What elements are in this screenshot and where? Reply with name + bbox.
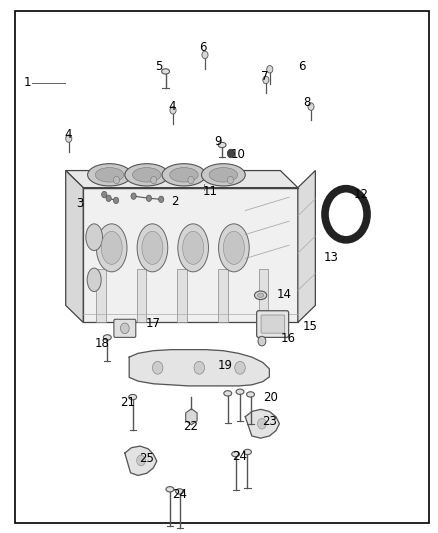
- Circle shape: [308, 103, 314, 110]
- Text: 3: 3: [77, 197, 84, 210]
- Polygon shape: [66, 171, 298, 188]
- Ellipse shape: [129, 394, 137, 400]
- Ellipse shape: [87, 268, 101, 292]
- Circle shape: [202, 51, 208, 59]
- FancyBboxPatch shape: [261, 315, 285, 333]
- FancyBboxPatch shape: [114, 319, 136, 337]
- Polygon shape: [125, 446, 157, 475]
- Text: 25: 25: [139, 452, 154, 465]
- FancyBboxPatch shape: [259, 269, 268, 322]
- Text: 21: 21: [120, 396, 135, 409]
- Circle shape: [113, 176, 120, 184]
- Text: 11: 11: [202, 185, 217, 198]
- Text: 15: 15: [303, 320, 318, 333]
- Text: 5: 5: [155, 60, 163, 72]
- Circle shape: [170, 107, 176, 114]
- Text: 6: 6: [298, 60, 305, 72]
- Text: 2: 2: [171, 195, 178, 208]
- Ellipse shape: [101, 231, 122, 264]
- Circle shape: [152, 361, 163, 374]
- Circle shape: [263, 76, 269, 84]
- Ellipse shape: [232, 451, 240, 457]
- Ellipse shape: [162, 69, 170, 74]
- Ellipse shape: [142, 231, 163, 264]
- Circle shape: [227, 176, 233, 184]
- Ellipse shape: [166, 487, 174, 492]
- Ellipse shape: [244, 449, 251, 455]
- Ellipse shape: [125, 164, 169, 186]
- Ellipse shape: [254, 291, 267, 300]
- Circle shape: [227, 149, 234, 158]
- Text: 12: 12: [354, 188, 369, 201]
- Text: 16: 16: [280, 332, 295, 345]
- Ellipse shape: [247, 392, 254, 397]
- Text: 18: 18: [95, 337, 110, 350]
- Text: 1: 1: [24, 76, 32, 89]
- Circle shape: [66, 135, 72, 142]
- Text: 20: 20: [263, 391, 278, 404]
- Ellipse shape: [88, 164, 131, 186]
- Text: 4: 4: [65, 128, 72, 141]
- Text: 9: 9: [215, 135, 222, 148]
- FancyBboxPatch shape: [218, 269, 228, 322]
- Circle shape: [188, 176, 194, 184]
- Text: 24: 24: [232, 450, 247, 463]
- Text: 23: 23: [262, 415, 277, 427]
- Ellipse shape: [236, 389, 244, 394]
- Text: 19: 19: [218, 359, 233, 372]
- Ellipse shape: [223, 231, 244, 264]
- Polygon shape: [83, 188, 298, 322]
- Circle shape: [102, 191, 107, 198]
- Ellipse shape: [137, 224, 168, 272]
- Ellipse shape: [86, 224, 102, 251]
- Circle shape: [267, 66, 273, 73]
- Text: 10: 10: [231, 148, 246, 161]
- Ellipse shape: [219, 224, 249, 272]
- Ellipse shape: [218, 142, 226, 148]
- Circle shape: [146, 195, 152, 201]
- Polygon shape: [66, 171, 83, 322]
- Circle shape: [258, 418, 266, 429]
- Circle shape: [131, 193, 136, 199]
- Ellipse shape: [183, 231, 204, 264]
- Polygon shape: [298, 171, 315, 322]
- Ellipse shape: [95, 167, 124, 182]
- Ellipse shape: [132, 167, 161, 182]
- Ellipse shape: [162, 164, 206, 186]
- Text: 6: 6: [199, 42, 207, 54]
- Ellipse shape: [224, 391, 232, 396]
- Circle shape: [151, 176, 157, 184]
- Ellipse shape: [103, 335, 111, 340]
- Text: 22: 22: [183, 420, 198, 433]
- Ellipse shape: [178, 224, 208, 272]
- Ellipse shape: [209, 167, 237, 182]
- Circle shape: [258, 336, 266, 346]
- Polygon shape: [129, 350, 269, 386]
- Text: 13: 13: [324, 251, 339, 264]
- Ellipse shape: [170, 167, 198, 182]
- FancyBboxPatch shape: [96, 269, 106, 322]
- Circle shape: [159, 196, 164, 203]
- Polygon shape: [245, 409, 279, 438]
- FancyBboxPatch shape: [177, 269, 187, 322]
- Polygon shape: [186, 409, 197, 425]
- Ellipse shape: [96, 224, 127, 272]
- Text: 24: 24: [172, 488, 187, 501]
- Text: 17: 17: [145, 317, 160, 330]
- Text: 7: 7: [261, 70, 268, 83]
- Circle shape: [137, 455, 145, 466]
- Circle shape: [235, 361, 245, 374]
- Circle shape: [106, 195, 111, 201]
- Circle shape: [194, 361, 205, 374]
- Text: 8: 8: [304, 96, 311, 109]
- Ellipse shape: [258, 293, 264, 297]
- Ellipse shape: [201, 164, 245, 186]
- Circle shape: [113, 197, 119, 204]
- Text: 4: 4: [169, 100, 176, 113]
- Text: 14: 14: [277, 288, 292, 301]
- Ellipse shape: [176, 489, 184, 494]
- Circle shape: [120, 323, 129, 334]
- FancyBboxPatch shape: [137, 269, 146, 322]
- FancyBboxPatch shape: [257, 311, 289, 337]
